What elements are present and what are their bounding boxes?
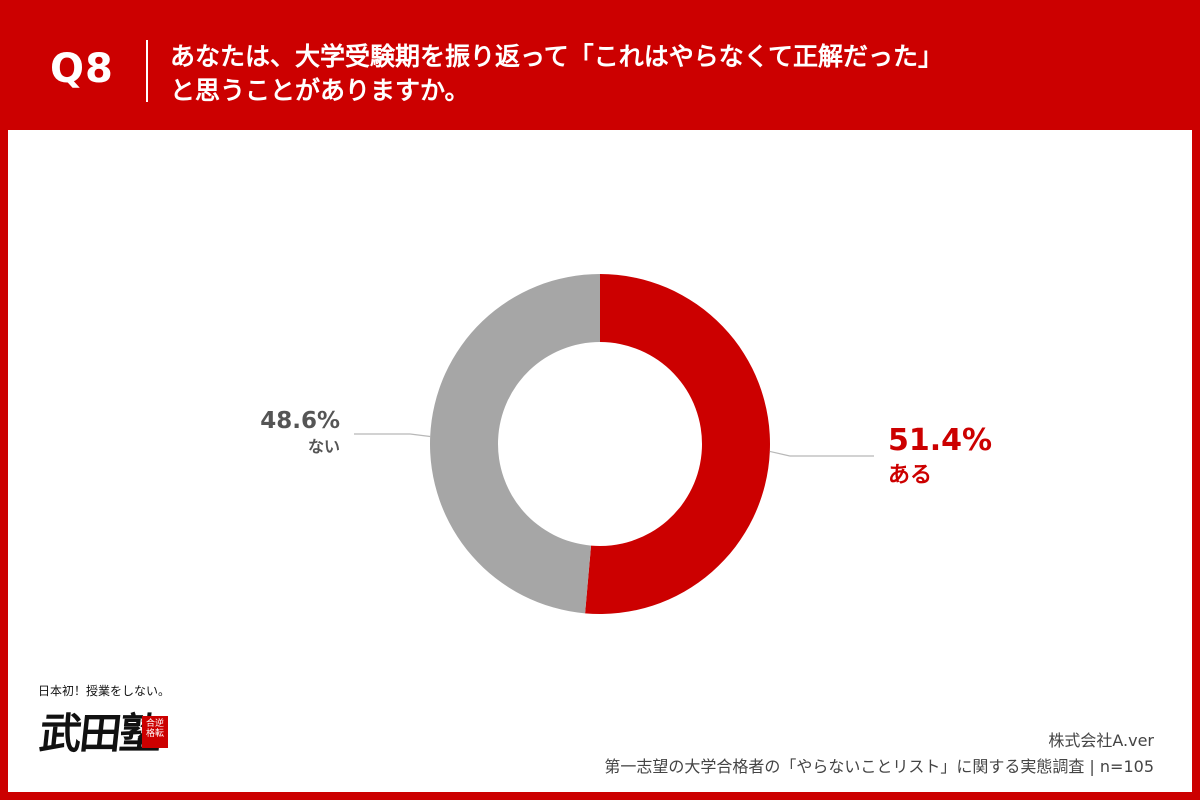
donut-chart: 51.4% ある 48.6% ない xyxy=(260,274,992,614)
question-title: あなたは、大学受験期を振り返って「これはやらなくて正解だった」 と思うことがあり… xyxy=(170,40,1150,108)
brand-logo: 日本初！授業をしない。 武田塾 合逆格転 xyxy=(37,682,188,782)
slice-value-label-0: 51.4% xyxy=(888,423,992,458)
footer-survey: 第一志望の大学合格者の「やらないことリスト」に関する実態調査 | n=105 xyxy=(604,757,1154,776)
question-title-line-1: あなたは、大学受験期を振り返って「これはやらなくて正解だった」 xyxy=(170,42,944,71)
logo-tagline: 日本初！授業をしない。 xyxy=(38,684,171,698)
slice-category-label-1: ない xyxy=(308,437,340,456)
leader-line-0 xyxy=(769,450,874,457)
leader-line-1 xyxy=(354,433,431,438)
header-divider xyxy=(146,40,148,102)
footer: 株式会社A.ver 第一志望の大学合格者の「やらないことリスト」に関する実態調査… xyxy=(604,728,1154,780)
logo-stamp: 合逆格転 xyxy=(142,716,168,748)
chart-panel: 51.4% ある 48.6% ない 日本初！授業をしない。 武田塾 合逆格転 株式会社… xyxy=(8,130,1192,792)
question-title-line-2: と思うことがありますか。 xyxy=(170,76,470,105)
footer-company: 株式会社A.ver xyxy=(1048,731,1154,750)
question-number: Q8 xyxy=(50,46,114,92)
donut-slice-1 xyxy=(429,274,600,614)
donut-slice-0 xyxy=(585,274,770,614)
header-bar: Q8 あなたは、大学受験期を振り返って「これはやらなくて正解だった」 と思うこと… xyxy=(0,0,1200,130)
slice-category-label-0: ある xyxy=(888,463,932,488)
slice-value-label-1: 48.6% xyxy=(260,408,340,434)
